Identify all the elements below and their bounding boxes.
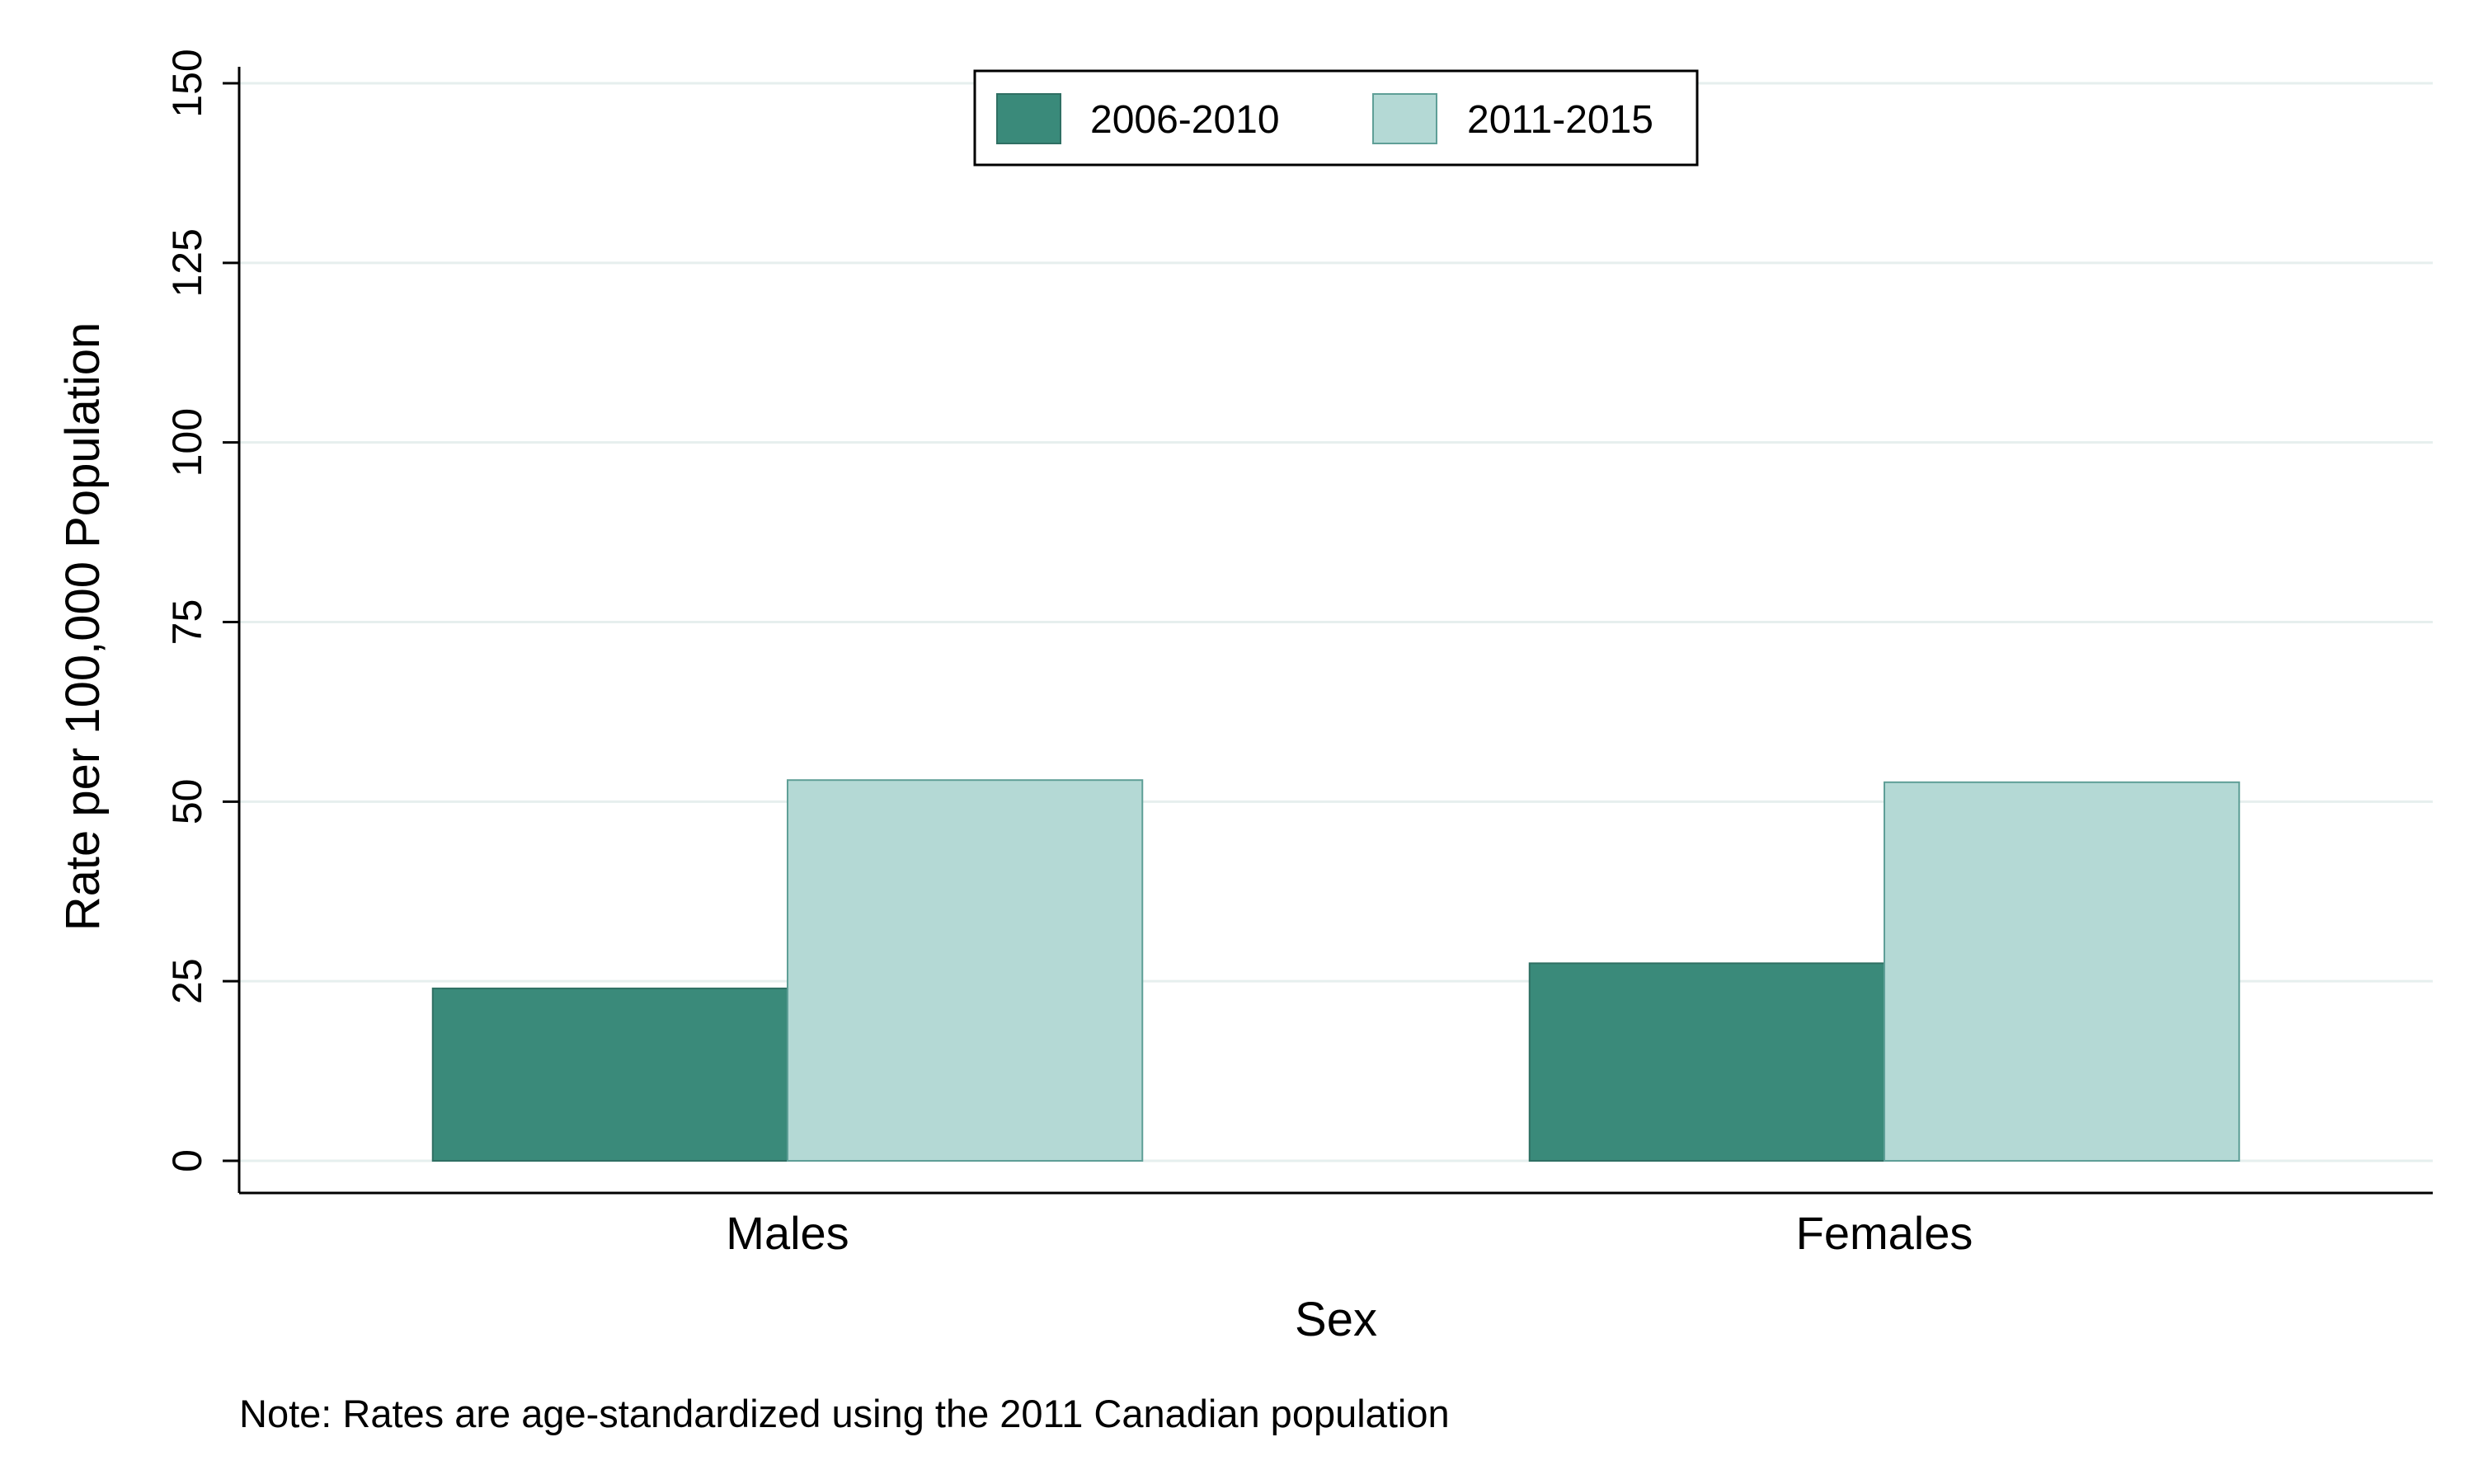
legend-swatch-2006-2010 (996, 93, 1061, 144)
chart-note: Note: Rates are age-standardized using t… (239, 1392, 1450, 1435)
y-tick-label-0: 0 (164, 1149, 210, 1172)
y-tick-label-75: 75 (164, 599, 210, 646)
legend-label-2011-2015: 2011-2015 (1467, 98, 1653, 142)
gridlines (239, 82, 2433, 1162)
y-ticks: 0 25 50 75 100 125 150 (164, 49, 239, 1172)
y-tick-label-25: 25 (164, 958, 210, 1004)
bars (431, 779, 2241, 1162)
bar-females-2006-2010 (1528, 962, 1885, 1162)
bar-males-2011-2015 (787, 779, 1144, 1162)
legend-label-2006-2010: 2006-2010 (1090, 98, 1280, 142)
x-category-labels: Males Females (726, 1207, 1973, 1259)
y-tick-label-100: 100 (164, 408, 210, 477)
axes (238, 67, 2433, 1195)
bar-females-2011-2015 (1884, 781, 2241, 1162)
y-tick-label-150: 150 (164, 49, 210, 117)
y-axis-title: Rate per 100,000 Population (56, 322, 110, 931)
x-category-label-females: Females (1796, 1207, 1973, 1259)
legend-swatch-2011-2015 (1372, 93, 1437, 144)
y-tick-label-125: 125 (164, 228, 210, 297)
x-category-label-males: Males (726, 1207, 849, 1259)
x-axis-title: Sex (1295, 1293, 1377, 1346)
legend: 2006-2010 2011-2015 (973, 69, 1699, 167)
legend-frame (973, 69, 1699, 167)
bar-males-2006-2010 (431, 987, 788, 1162)
y-tick-label-50: 50 (164, 779, 210, 825)
